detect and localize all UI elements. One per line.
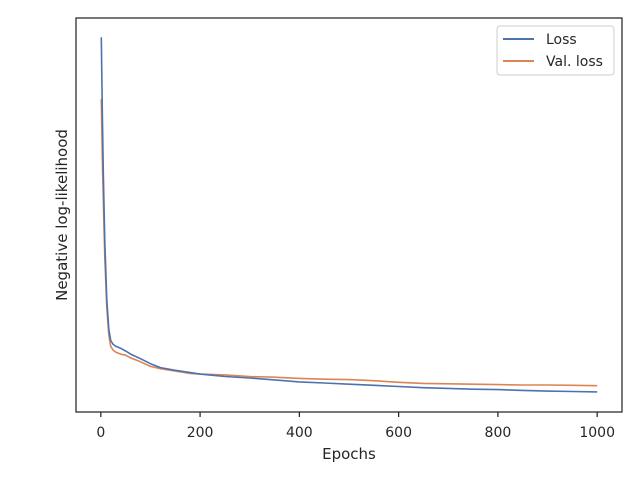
x-tick-label: 800 bbox=[485, 425, 512, 441]
plot-frame bbox=[75, 17, 623, 413]
x-tick-label: 400 bbox=[286, 425, 313, 441]
x-tick-label: 600 bbox=[385, 425, 412, 441]
legend: Loss Val. loss bbox=[496, 25, 615, 76]
y-axis-label: Negative log-likelihood bbox=[53, 129, 71, 301]
series-layer bbox=[100, 37, 598, 393]
x-tick-label: 200 bbox=[187, 425, 214, 441]
x-tick-label: 0 bbox=[96, 425, 105, 441]
x-tick-label: 1000 bbox=[579, 425, 615, 441]
series-line-loss bbox=[100, 37, 598, 393]
x-axis-ticks: 0 200 400 600 800 1000 bbox=[96, 412, 615, 441]
series-line-val-loss bbox=[100, 99, 598, 387]
legend-label-loss: Loss bbox=[546, 32, 577, 48]
legend-label-val-loss: Val. loss bbox=[546, 54, 603, 70]
x-axis-label: Epochs bbox=[322, 445, 376, 463]
